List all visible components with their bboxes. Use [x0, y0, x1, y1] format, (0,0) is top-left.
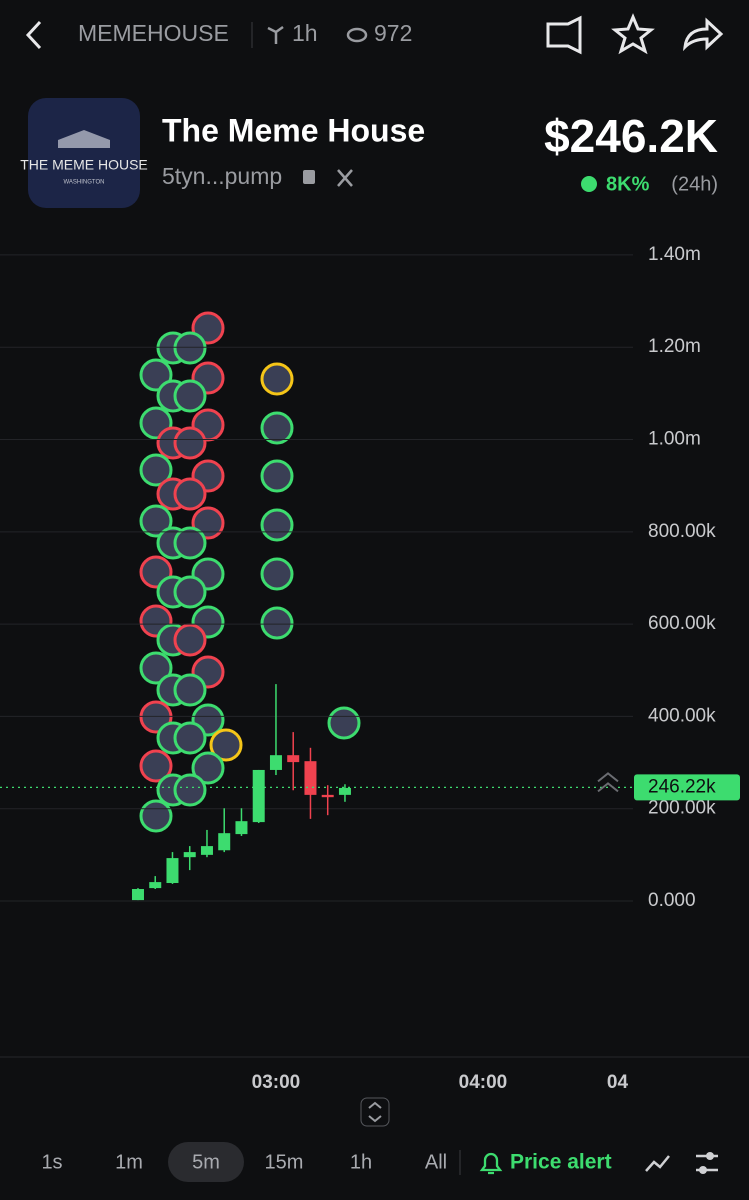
interval-tab[interactable]: 5m: [192, 1151, 220, 1173]
copy-button[interactable]: [303, 170, 315, 184]
last-price-box: [634, 774, 740, 801]
y-tick-label: 1.00m: [648, 429, 701, 450]
y-tick-label: 1.20m: [648, 336, 701, 357]
candle-body: [269, 755, 282, 770]
interval-tab[interactable]: 15m: [265, 1151, 304, 1173]
change-icon: [581, 176, 597, 192]
trade-avatar: [260, 557, 294, 591]
candle-body: [131, 889, 144, 901]
tab-selected: [168, 1142, 244, 1182]
trade-avatar: [260, 508, 294, 542]
trade-avatar: [173, 379, 207, 413]
trade-avatar: [173, 673, 207, 707]
x-link[interactable]: [337, 169, 353, 187]
back-button[interactable]: [25, 20, 42, 50]
candle-body: [218, 833, 231, 851]
candle-body: [321, 794, 334, 798]
forward-button[interactable]: [683, 17, 724, 52]
y-tick-label: 600.00k: [648, 613, 716, 634]
y-tick-label: 200.00k: [648, 798, 716, 819]
trade-avatar: [173, 477, 207, 511]
y-tick-label: 1.40m: [648, 244, 701, 265]
alert-icon: [479, 1152, 503, 1175]
settings-knob: [699, 1166, 707, 1174]
trade-avatar: [173, 623, 207, 657]
last-price-label: 246.22k: [648, 776, 716, 797]
logo-subtitle: WASHINGTON: [63, 180, 104, 186]
trade-avatar: [173, 526, 207, 560]
logo-title: THE MEME HOUSE: [20, 157, 148, 173]
candle-body: [200, 846, 213, 855]
interval-tab[interactable]: 1s: [41, 1151, 62, 1173]
candle-body: [183, 852, 196, 858]
token-name: The Meme House: [162, 112, 425, 148]
trade-avatar: [260, 606, 294, 640]
candle-body: [166, 858, 179, 884]
trade-avatar: [191, 751, 225, 785]
trade-avatar: [260, 411, 294, 445]
expand-button[interactable]: [360, 1097, 390, 1127]
expand-icon: [368, 1101, 382, 1123]
y-tick-label: 0.000: [648, 890, 696, 911]
x-tick-label: 04:00: [459, 1072, 508, 1093]
price: $246.2K: [544, 110, 718, 162]
candle-body: [149, 882, 162, 889]
trade-avatar: [139, 358, 173, 392]
trade-avatars: [139, 311, 361, 833]
price-change: 8K%: [606, 173, 650, 195]
trade-avatar: [139, 799, 173, 833]
price-alert[interactable]: Price alert: [510, 1151, 612, 1174]
trade-avatar: [327, 706, 361, 740]
trade-avatar: [173, 331, 207, 365]
trade-avatar: [139, 700, 173, 734]
change-period: (24h): [671, 173, 718, 195]
interval-tab[interactable]: 1h: [350, 1151, 372, 1173]
token-tag: MEMEHOUSE: [78, 20, 229, 46]
trade-avatar: [173, 773, 207, 807]
trade-avatar: [139, 651, 173, 685]
logo-building: [58, 130, 110, 148]
trade-avatar: [139, 749, 173, 783]
favorite-button[interactable]: [611, 13, 655, 55]
age-icon: [267, 25, 284, 44]
x-tick-label: 03:00: [252, 1072, 301, 1093]
age: 1h: [292, 20, 318, 46]
x-tick-label: 04: [607, 1072, 629, 1093]
interval-tab[interactable]: All: [425, 1151, 447, 1173]
token-logo: [28, 98, 140, 208]
trade-avatar: [260, 459, 294, 493]
share-icon[interactable]: [546, 15, 582, 55]
interval-tab[interactable]: 1m: [115, 1151, 143, 1173]
y-tick-label: 800.00k: [648, 521, 716, 542]
candle-body: [304, 761, 317, 795]
trade-avatar: [173, 426, 207, 460]
trade-avatar: [139, 453, 173, 487]
candle-body: [287, 755, 300, 763]
y-tick-label: 400.00k: [648, 705, 716, 726]
trade-avatar: [139, 504, 173, 538]
candle-body: [252, 769, 265, 823]
scroll-up-icon: [597, 772, 619, 793]
candle-body: [338, 787, 351, 795]
toolbar: 1s 1m 5m 15m 1h All: [41, 1142, 447, 1182]
chart-style-button[interactable]: [645, 1155, 670, 1172]
trade-avatar: [173, 721, 207, 755]
trade-avatar: [209, 728, 243, 762]
views-icon: [346, 27, 368, 43]
views: 972: [374, 20, 412, 46]
candle-body: [235, 821, 248, 835]
trade-avatar: [173, 575, 207, 609]
token-address: 5tyn...pump: [162, 163, 282, 189]
trade-avatar: [260, 362, 294, 396]
settings-knob: [706, 1152, 714, 1160]
